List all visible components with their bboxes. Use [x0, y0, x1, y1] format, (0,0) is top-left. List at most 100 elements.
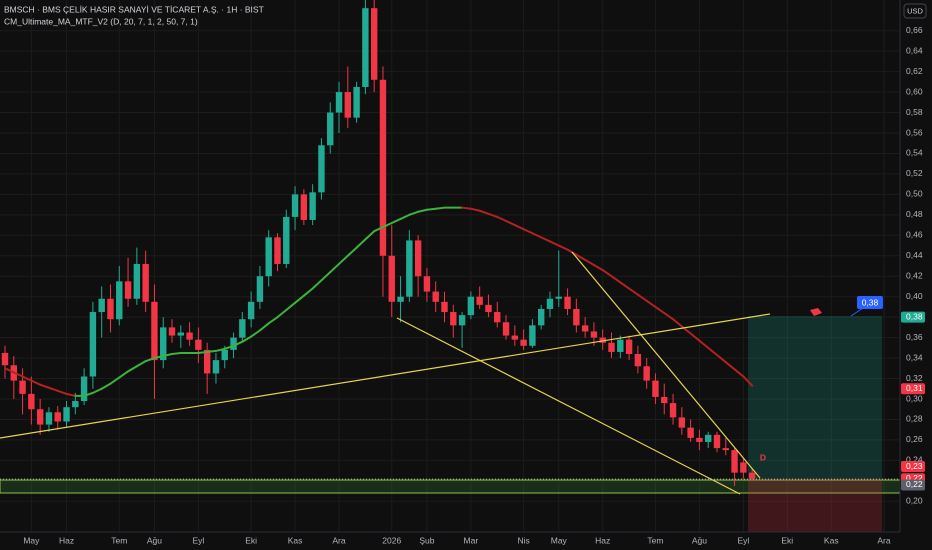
candle-body: [80, 376, 88, 402]
candle-body: [432, 291, 439, 302]
price-tag-label: 0,22: [906, 473, 923, 483]
ma-line: [338, 254, 349, 265]
price-tag: [901, 461, 925, 473]
ma-line: [557, 244, 569, 251]
candle-body: [652, 380, 659, 397]
x-tick-label: May: [551, 535, 568, 545]
ma-line: [197, 350, 209, 354]
candle-body: [72, 401, 79, 408]
ma-line: [232, 340, 244, 347]
ma-line: [329, 262, 341, 274]
candle-body: [599, 337, 606, 343]
ma-line: [100, 382, 112, 390]
axis-labels: 0,20 0,22 0,24 0,26 0,28 0,30 0,32 0,34 0,36 0,38…: [23, 25, 925, 545]
grid: [0, 0, 900, 532]
x-tick-label: Ağu: [147, 535, 162, 545]
ma-line: [346, 246, 358, 257]
candle-body: [661, 396, 668, 404]
candle-body: [370, 8, 378, 80]
candle-body: [546, 298, 554, 309]
ma-line: [469, 207, 481, 212]
ma-line: [698, 339, 710, 349]
y-tick-label: 0,32: [906, 373, 923, 383]
candle-body: [265, 237, 272, 277]
ma-line: [636, 293, 648, 302]
x-tick-label: Eki: [781, 535, 793, 545]
ma-line: [575, 253, 587, 261]
ma-line: [373, 226, 384, 233]
ma-line: [645, 299, 657, 308]
ma-line: [285, 301, 297, 311]
y-tick-label: 0,26: [906, 434, 923, 444]
x-tick-label: Eyl: [192, 535, 204, 545]
ma-line: [118, 370, 130, 379]
y-tick-label: 0,44: [906, 250, 923, 260]
ma-line: [707, 346, 718, 357]
candle-body: [450, 312, 457, 326]
ma-line: [47, 386, 59, 392]
callout-text: 0,38: [862, 297, 879, 307]
candle-body: [529, 325, 536, 346]
candle-body: [362, 8, 369, 87]
candle-body: [406, 240, 413, 297]
y-tick-label: 0,30: [906, 393, 923, 403]
price-tag-label: 0,38: [906, 311, 923, 321]
ma-line: [320, 271, 332, 282]
ma-line: [381, 222, 393, 229]
candle-body: [318, 145, 325, 193]
ma-line: [223, 344, 235, 350]
candle-body: [678, 417, 686, 428]
candle-body: [212, 360, 220, 374]
candle-body: [344, 92, 352, 118]
ma-line: [619, 281, 631, 290]
x-tick-label: Eyl: [737, 535, 749, 545]
ma-line: [715, 354, 727, 364]
candle-body: [142, 263, 149, 302]
candle-body: [300, 194, 308, 220]
ma-line: [672, 318, 683, 328]
candle-body: [476, 296, 483, 305]
ma-line: [302, 287, 314, 297]
price-tag-label: 0,31: [906, 383, 923, 393]
x-tick-label: Tem: [647, 535, 663, 545]
candle-body: [414, 240, 422, 277]
candle-body: [274, 237, 281, 264]
ma-line: [294, 294, 305, 304]
y-tick-label: 0,50: [906, 189, 923, 199]
ma-line: [30, 379, 42, 386]
price-tag-label: 0,22: [906, 479, 923, 489]
ma-line: [399, 213, 411, 220]
ma-line: [434, 206, 446, 210]
y-tick-label: 0,36: [906, 332, 923, 342]
ma-line: [628, 287, 639, 296]
candle-body: [353, 86, 360, 118]
x-tick-label: Tem: [111, 535, 127, 545]
price-axis: [900, 0, 932, 550]
candle-body: [36, 409, 44, 425]
candle-body: [256, 276, 264, 302]
candle-body: [89, 312, 97, 377]
candle-body: [511, 335, 519, 340]
candle-body: [669, 403, 677, 418]
marker-text: D: [760, 452, 766, 462]
y-tick-label: 0,48: [906, 209, 923, 219]
ma-line: [663, 312, 675, 321]
candle-body: [643, 366, 650, 381]
candle-body: [397, 296, 404, 302]
candle-body: [63, 407, 70, 422]
ma-line: [601, 269, 613, 278]
ma-line: [258, 322, 270, 332]
candle-body: [617, 339, 624, 352]
ma-line: [65, 392, 77, 397]
candle-body: [203, 349, 211, 374]
ma-line: [153, 355, 165, 360]
ma-line: [461, 206, 472, 210]
ma-line: [144, 357, 156, 363]
candle-body: [581, 325, 589, 332]
candle-body: [283, 216, 290, 264]
candle-body: [230, 337, 237, 350]
currency-button[interactable]: [903, 3, 927, 19]
candle-body: [335, 92, 343, 113]
candle-body: [160, 327, 167, 361]
candle-body: [45, 412, 53, 425]
